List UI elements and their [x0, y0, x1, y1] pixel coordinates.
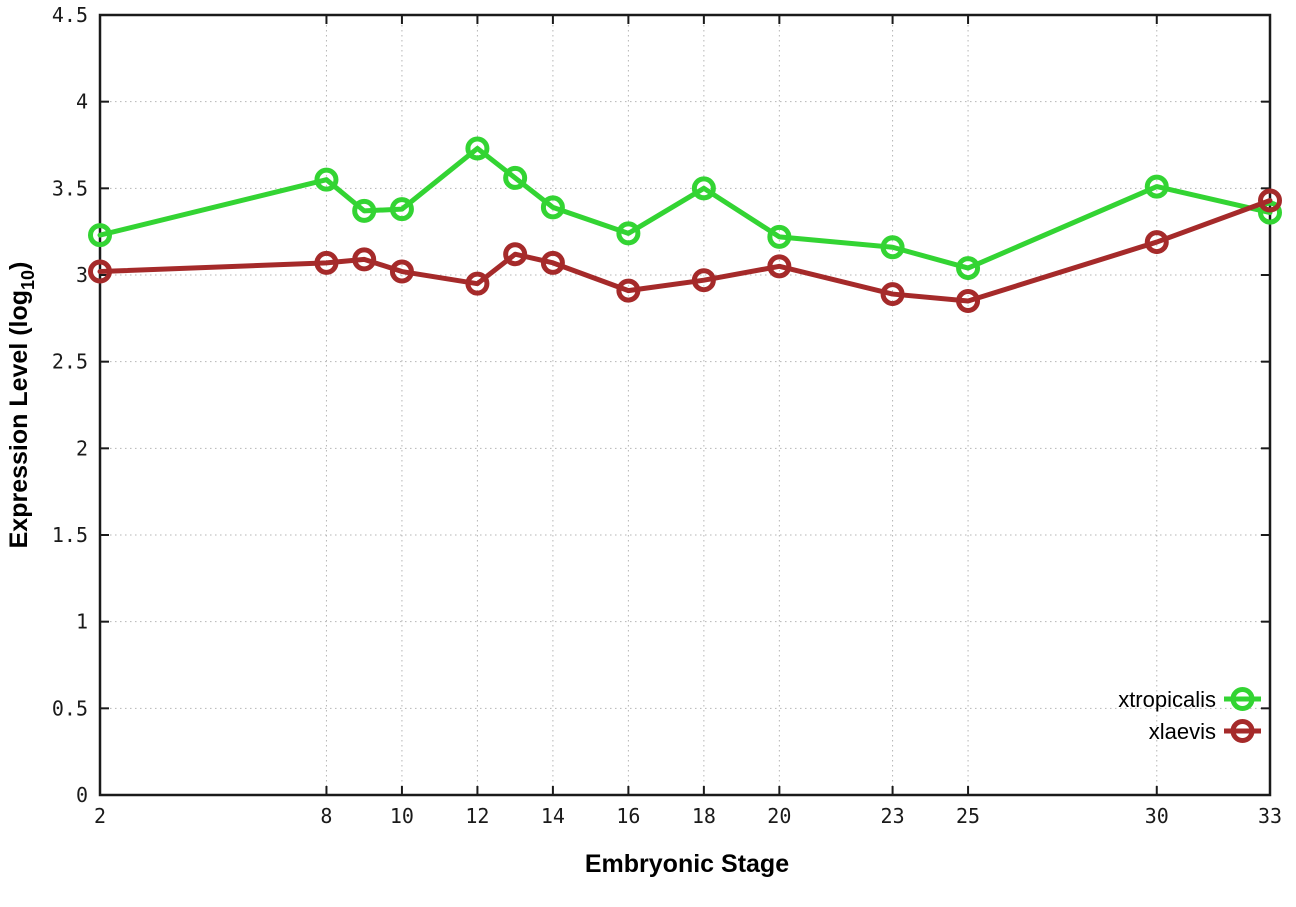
- legend-label-xlaevis: xlaevis: [1149, 719, 1216, 744]
- y-tick-label: 1.5: [52, 523, 88, 547]
- data-point-xlaevis: [465, 271, 490, 296]
- data-point-xlaevis: [880, 282, 905, 307]
- x-tick-label: 16: [616, 804, 640, 828]
- data-point-xlaevis: [616, 278, 641, 303]
- plot-border-layer: [98, 13, 1272, 797]
- data-point-xlaevis: [503, 242, 528, 267]
- data-point-xtropicalis: [956, 256, 981, 281]
- y-tick-label: 1: [76, 610, 88, 634]
- data-point-xlaevis: [956, 289, 981, 313]
- data-point-xtropicalis: [389, 197, 414, 222]
- data-point-xlaevis: [314, 250, 339, 275]
- x-tick-label: 14: [541, 804, 565, 828]
- y-tick-label: 3.5: [52, 176, 88, 200]
- data-point-xlaevis: [352, 247, 377, 272]
- y-tick-label: 4.5: [52, 3, 88, 27]
- legend-marker-xlaevis: [1230, 719, 1255, 743]
- data-point-xtropicalis: [314, 167, 339, 192]
- data-point-xlaevis: [540, 250, 565, 275]
- data-point-xlaevis: [389, 259, 414, 284]
- data-point-xlaevis: [691, 268, 716, 293]
- y-axis-title: Expression Level (log10): [5, 262, 38, 549]
- data-point-xtropicalis: [1144, 174, 1169, 199]
- x-tick-label: 23: [881, 804, 905, 828]
- x-tick-label: 18: [692, 804, 716, 828]
- data-point-xtropicalis: [88, 223, 112, 248]
- legend-label-xtropicalis: xtropicalis: [1118, 687, 1216, 712]
- series-line-xlaevis: [97, 197, 1273, 304]
- data-point-xtropicalis: [503, 165, 528, 190]
- x-tick-label: 33: [1258, 804, 1282, 828]
- series-layer: [88, 136, 1282, 313]
- x-tick-label: 10: [390, 804, 414, 828]
- y-tick-label: 0: [76, 783, 88, 807]
- data-point-xtropicalis: [352, 198, 377, 223]
- data-point-xlaevis: [1144, 230, 1169, 255]
- y-tick-label: 2: [76, 436, 88, 460]
- data-point-xlaevis: [1258, 188, 1282, 213]
- tick-label-layer: 2 8 10 12 14 16 18 20 23 25 30 33 0 0.5 1 1.5 2 2.5 3 3.5 4 4…: [52, 3, 1282, 828]
- data-point-xlaevis: [767, 254, 792, 279]
- grid-layer: [100, 15, 1270, 795]
- x-axis-title: Embryonic Stage: [585, 850, 789, 878]
- y-axis-title-main: Expression Level (log: [5, 290, 33, 548]
- legend-marker-xtropicalis: [1230, 687, 1255, 711]
- x-tick-label: 8: [320, 804, 332, 828]
- data-point-xlaevis: [88, 259, 112, 284]
- y-axis-title-end: ): [5, 262, 33, 270]
- x-tick-label: 30: [1145, 804, 1169, 828]
- y-tick-label: 0.5: [52, 696, 88, 720]
- data-point-xtropicalis: [691, 176, 716, 201]
- y-tick-label: 3: [76, 263, 88, 287]
- legend: xtropicalis xlaevis: [1118, 687, 1261, 744]
- data-point-xtropicalis: [616, 221, 641, 246]
- y-axis-title-subscript: 10: [18, 270, 38, 290]
- x-tick-label: 12: [465, 804, 489, 828]
- data-point-xtropicalis: [767, 224, 792, 249]
- data-point-xtropicalis: [880, 235, 905, 260]
- data-point-xtropicalis: [465, 136, 490, 161]
- data-point-xtropicalis: [540, 195, 565, 220]
- tick-layer: [99, 14, 1271, 796]
- y-tick-label: 4: [76, 90, 88, 114]
- x-tick-label: 20: [767, 804, 791, 828]
- x-tick-label: 2: [94, 804, 106, 828]
- x-tick-label: 25: [956, 804, 980, 828]
- series-line-xtropicalis: [97, 145, 1273, 271]
- plot-border: [98, 13, 1272, 797]
- y-tick-label: 2.5: [52, 350, 88, 374]
